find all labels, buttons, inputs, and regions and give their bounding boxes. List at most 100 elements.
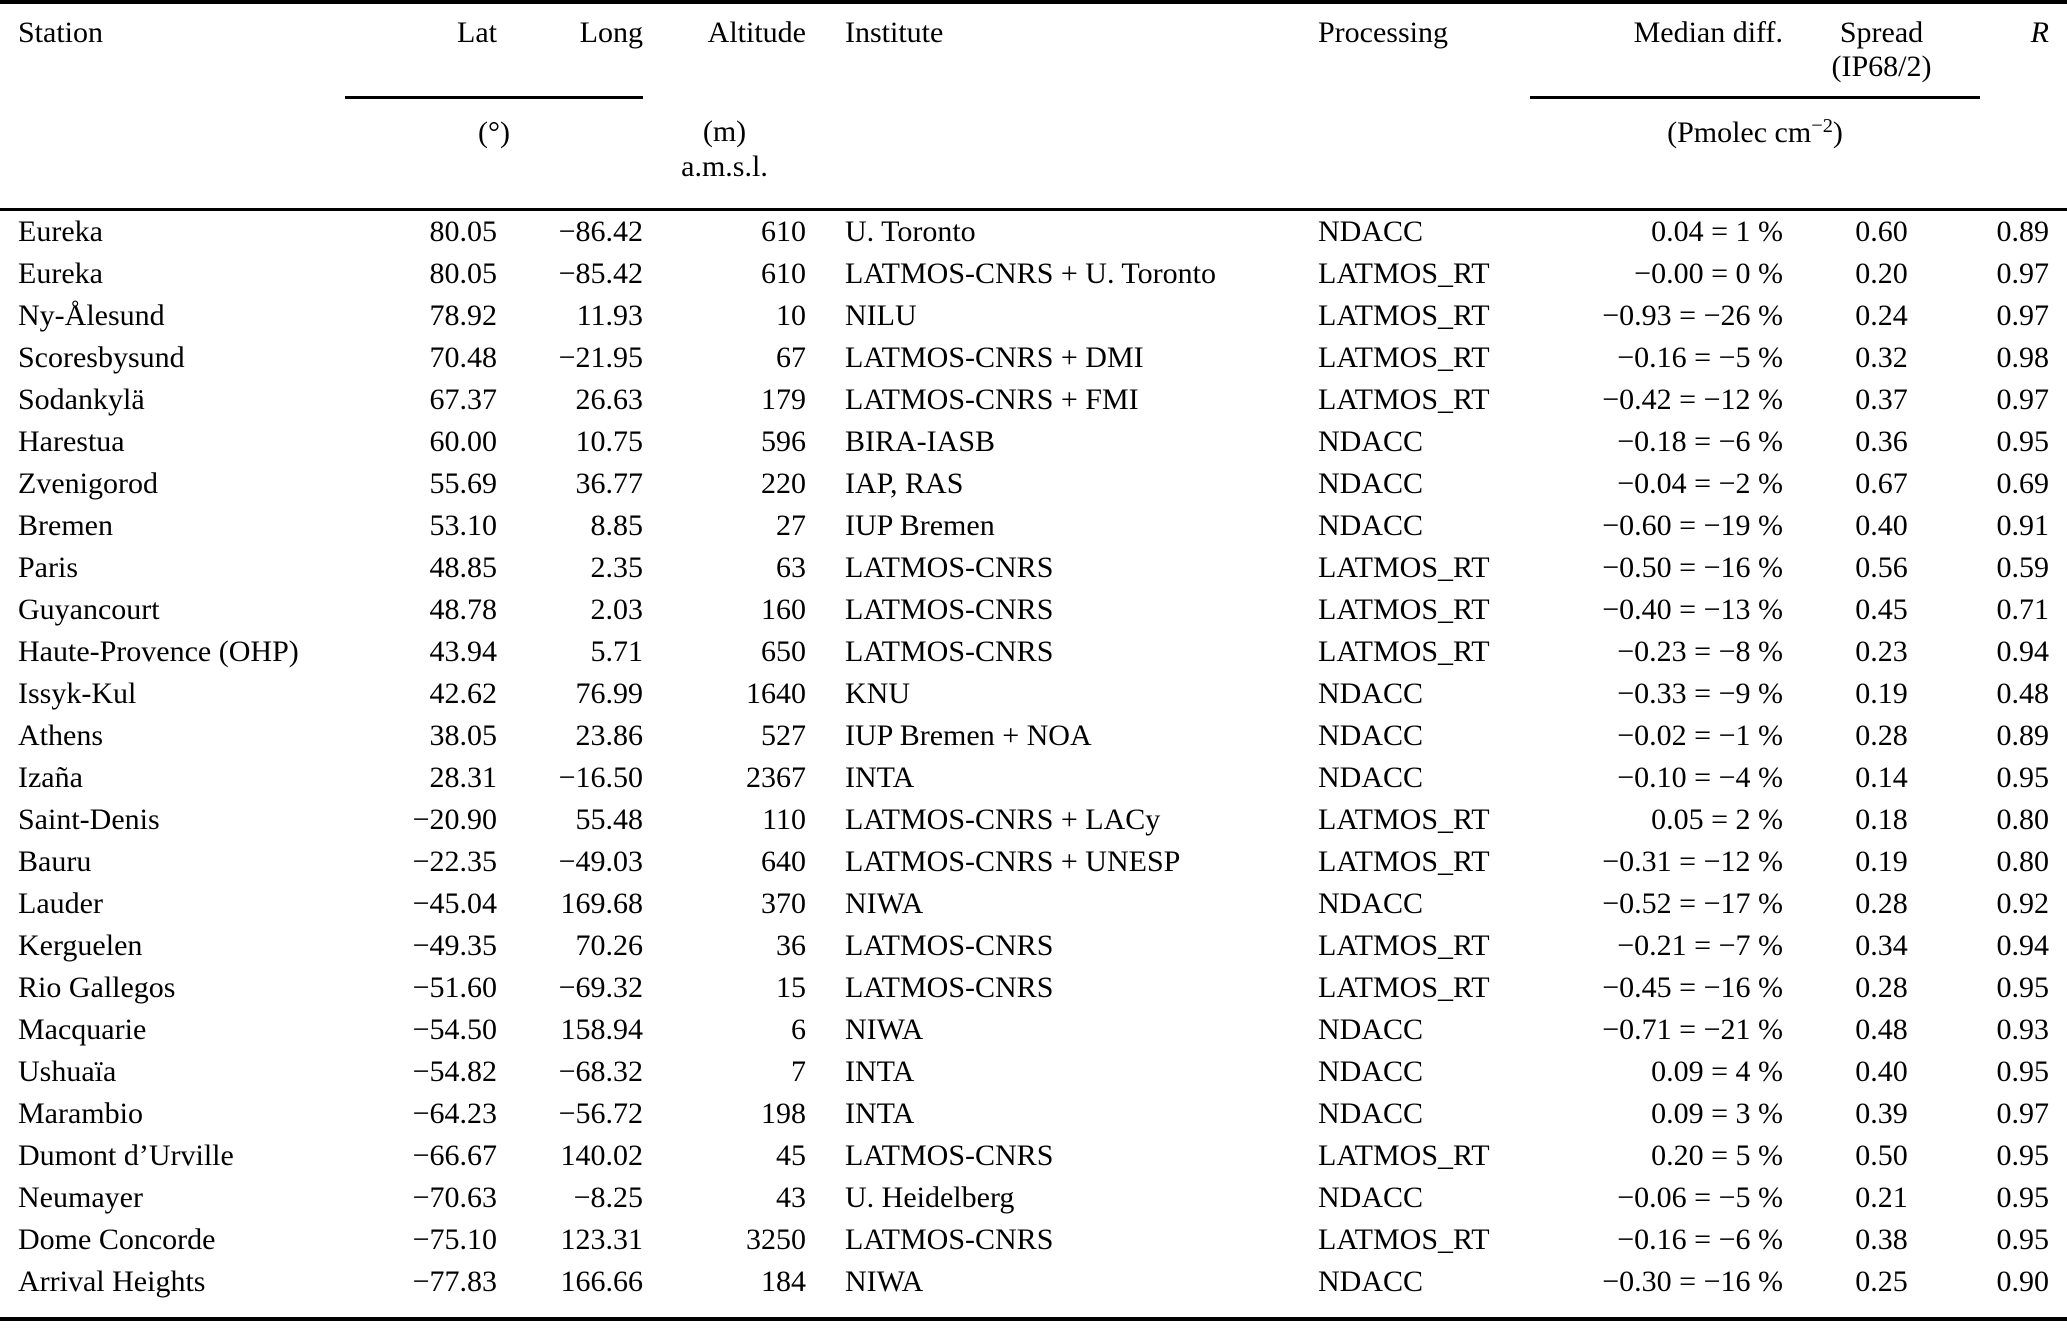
cell-median-diff: −0.02 = −1 %	[1617, 719, 1783, 752]
cell-institute: INTA	[845, 761, 915, 794]
cell-median-diff: −0.10 = −4 %	[1617, 761, 1783, 794]
cell-altitude: 1640	[746, 677, 806, 710]
table-row: Eureka 80.05 −85.42 610 LATMOS-CNRS + U. Tor…	[0, 253, 2067, 295]
cell-station: Dome Concorde	[18, 1223, 216, 1256]
cell-long: 2.35	[590, 551, 644, 584]
col-header-institute: Institute	[845, 16, 944, 49]
cell-median-diff: −0.16 = −6 %	[1617, 1223, 1783, 1256]
cell-altitude: 596	[761, 425, 806, 458]
cell-long: 26.63	[575, 383, 644, 416]
table-row: Lauder −45.04 169.68 370 NIWA NDACC −0.52 = −1…	[0, 883, 2067, 925]
cell-lat: 38.05	[429, 719, 498, 752]
table-row: Arrival Heights −77.83 166.66 184 NIWA NDACC −…	[0, 1261, 2067, 1303]
cell-lat: −54.50	[412, 1013, 497, 1046]
cell-station: Bremen	[18, 509, 113, 542]
table-row: Izaña 28.31 −16.50 2367 INTA NDACC −0.10 = −4 …	[0, 757, 2067, 799]
cell-long: −49.03	[558, 845, 643, 878]
cell-spread: 0.19	[1855, 845, 1908, 878]
table-row: Haute-Provence (OHP) 43.94 5.71 650 LATMOS-C…	[0, 631, 2067, 673]
cell-median-diff: −0.06 = −5 %	[1617, 1181, 1783, 1214]
cell-lat: 53.10	[429, 509, 498, 542]
cell-institute: NILU	[845, 299, 917, 332]
cell-spread: 0.28	[1855, 887, 1908, 920]
cell-median-diff: −0.40 = −13 %	[1602, 593, 1783, 626]
cell-r: 0.95	[1996, 1181, 2050, 1214]
cell-r: 0.95	[1996, 1139, 2050, 1172]
cell-long: −56.72	[558, 1097, 643, 1130]
cell-institute: NIWA	[845, 1013, 924, 1046]
col-header-median-diff: Median diff.	[1633, 16, 1783, 49]
cell-long: 166.66	[560, 1265, 644, 1298]
table-bottom-rule	[0, 1317, 2067, 1321]
cell-median-diff: 0.09 = 4 %	[1651, 1055, 1783, 1088]
mediandiff-spread-group-rule	[1530, 95, 1980, 99]
cell-lat: −70.63	[412, 1181, 497, 1214]
unit-pmolec-exponent: −2	[1811, 115, 1833, 137]
cell-altitude: 43	[776, 1181, 806, 1214]
cell-altitude: 27	[776, 509, 806, 542]
cell-spread: 0.28	[1855, 971, 1908, 1004]
cell-lat: 42.62	[429, 677, 498, 710]
cell-median-diff: 0.20 = 5 %	[1651, 1139, 1783, 1172]
latlong-group-rule	[345, 95, 643, 99]
cell-r: 0.97	[1996, 299, 2050, 332]
cell-r: 0.95	[1996, 761, 2050, 794]
cell-r: 0.94	[1996, 635, 2050, 668]
cell-station: Kerguelen	[18, 929, 143, 962]
cell-altitude: 3250	[746, 1223, 806, 1256]
cell-institute: U. Heidelberg	[845, 1181, 1015, 1214]
cell-lat: −20.90	[412, 803, 497, 836]
cell-spread: 0.67	[1855, 467, 1908, 500]
cell-r: 0.80	[1996, 845, 2050, 878]
cell-institute: LATMOS-CNRS + DMI	[845, 341, 1144, 374]
unit-pmolec-close: )	[1832, 116, 1843, 149]
cell-spread: 0.39	[1855, 1097, 1908, 1130]
cell-lat: 80.05	[429, 257, 498, 290]
cell-long: 76.99	[575, 677, 644, 710]
cell-institute: IUP Bremen + NOA	[845, 719, 1092, 752]
cell-institute: LATMOS-CNRS	[845, 929, 1054, 962]
cell-institute: LATMOS-CNRS	[845, 971, 1054, 1004]
cell-long: 55.48	[575, 803, 644, 836]
cell-processing: LATMOS_RT	[1318, 929, 1490, 962]
table-header: Station Lat Long Altitude Institute Proc…	[0, 2, 2067, 211]
table-row: Sodankylä 67.37 26.63 179 LATMOS-CNRS + FMI L…	[0, 379, 2067, 421]
cell-median-diff: −0.71 = −21 %	[1602, 1013, 1783, 1046]
cell-spread: 0.40	[1855, 1055, 1908, 1088]
cell-altitude: 179	[761, 383, 806, 416]
cell-processing: LATMOS_RT	[1318, 257, 1490, 290]
unit-pmolec-base: (Pmolec cm	[1667, 116, 1812, 149]
cell-long: 10.75	[575, 425, 644, 458]
cell-long: 11.93	[576, 299, 643, 332]
cell-lat: 43.94	[429, 635, 498, 668]
cell-r: 0.92	[1996, 887, 2050, 920]
cell-spread: 0.24	[1855, 299, 1908, 332]
group-rule-row	[0, 95, 2067, 99]
unit-altitude-line2: a.m.s.l.	[681, 149, 768, 183]
cell-processing: LATMOS_RT	[1318, 593, 1490, 626]
cell-lat: −51.60	[412, 971, 497, 1004]
cell-r: 0.95	[1996, 1223, 2050, 1256]
cell-institute: LATMOS-CNRS + LACy	[845, 803, 1161, 836]
cell-lat: 48.78	[429, 593, 498, 626]
cell-altitude: 610	[761, 257, 806, 290]
cell-altitude: 2367	[746, 761, 806, 794]
cell-median-diff: −0.31 = −12 %	[1602, 845, 1783, 878]
cell-altitude: 110	[762, 803, 806, 836]
cell-spread: 0.50	[1855, 1139, 1908, 1172]
cell-spread: 0.23	[1855, 635, 1908, 668]
table-body: Eureka 80.05 −86.42 610 U. Toronto NDACC 0.04 …	[0, 210, 2067, 1304]
cell-spread: 0.21	[1855, 1181, 1908, 1214]
cell-long: −21.95	[558, 341, 643, 374]
table-row: Athens 38.05 23.86 527 IUP Bremen + NOA NDACC…	[0, 715, 2067, 757]
cell-r: 0.80	[1996, 803, 2050, 836]
cell-spread: 0.40	[1855, 509, 1908, 542]
unit-pmolec: (Pmolec cm−2)	[1530, 97, 1980, 211]
cell-processing: LATMOS_RT	[1318, 635, 1490, 668]
cell-processing: NDACC	[1318, 761, 1424, 794]
cell-processing: NDACC	[1318, 467, 1424, 500]
col-header-station: Station	[18, 16, 104, 49]
cell-station: Scoresbysund	[18, 341, 185, 374]
cell-processing: LATMOS_RT	[1318, 551, 1490, 584]
cell-spread: 0.14	[1855, 761, 1908, 794]
